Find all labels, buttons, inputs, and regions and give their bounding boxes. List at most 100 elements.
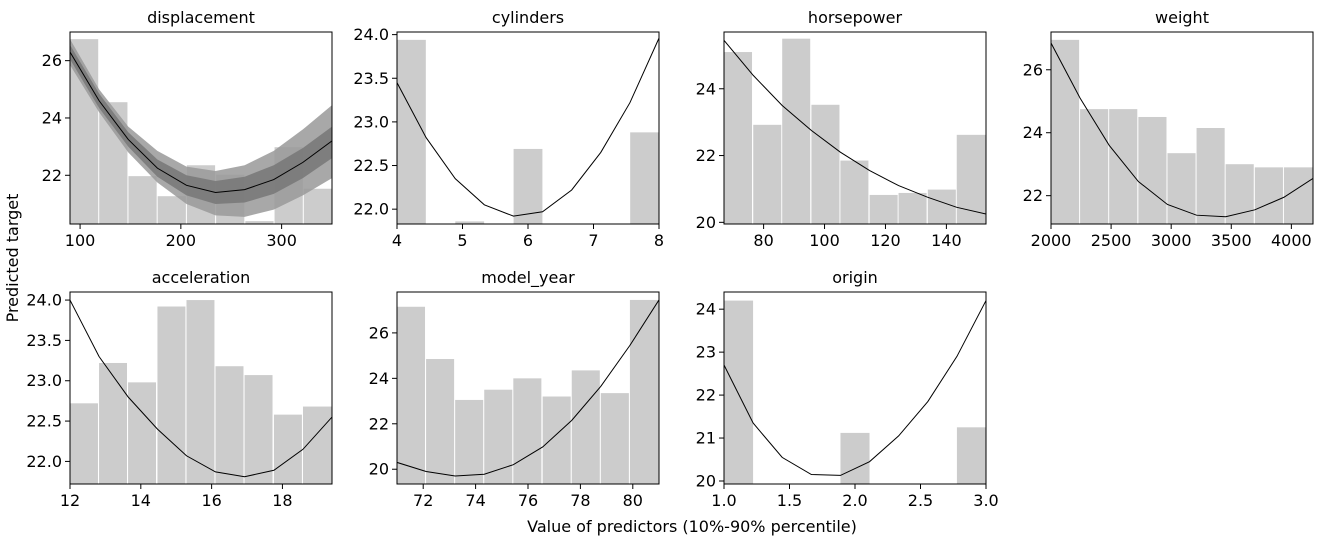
bar-1 (1051, 39, 1080, 224)
x-tick-label: 3000 (1151, 231, 1192, 250)
x-tick-label: 3500 (1211, 231, 1252, 250)
x-tick-label: 18 (272, 491, 292, 510)
plot-area (70, 299, 332, 484)
prediction-line (724, 300, 986, 476)
x-tick-label: 5 (457, 231, 467, 250)
bar-8 (273, 414, 302, 484)
bar-6 (1196, 128, 1225, 224)
y-tick-label: 22 (696, 386, 716, 405)
axes-frame (723, 31, 987, 225)
figure-xlabel: Value of predictors (10%-90% percentile) (527, 517, 857, 536)
subplot-cylinders: cylinders 4 5 6 7 8 22.0 22.5 23.0 23.5 24.0 (353, 8, 664, 250)
prediction-line (397, 299, 659, 477)
y-tick-label: 24 (696, 79, 716, 98)
prediction-line (397, 37, 659, 217)
subplot-acceleration: acceleration 12 14 16 18 22.0 22.5 23.0 23.5 24.0 (26, 268, 333, 510)
figure-ylabel: Predicted target (3, 194, 22, 323)
subplot-origin: origin 1.0 1.5 2.0 2.5 3.0 20 21 22 23 24 (696, 268, 999, 510)
y-tick-label: 22 (696, 146, 716, 165)
y-tick-label: 23.5 (353, 69, 389, 88)
y-tick-label: 20 (369, 460, 389, 479)
x-tick-label: 100 (65, 231, 96, 250)
subplot-horsepower: horsepower 80 100 120 140 20 22 24 (696, 8, 987, 250)
x-tick-label: 14 (131, 491, 151, 510)
bar-5 (840, 160, 869, 224)
y-tick-label: 22 (369, 414, 389, 433)
x-tick-label: 74 (465, 491, 485, 510)
y-tick-label: 22.0 (26, 452, 62, 471)
bar-4 (811, 104, 840, 224)
plot-area (397, 37, 659, 224)
bar-4 (484, 389, 513, 484)
bar-7 (1225, 164, 1254, 224)
bar-9 (303, 188, 332, 224)
x-tick-label: 2.5 (908, 491, 933, 510)
bar-2 (99, 362, 128, 484)
bar-2 (753, 124, 782, 224)
bar-3 (1109, 109, 1138, 224)
bar-6 (215, 366, 244, 484)
y-tick-label: 24 (369, 369, 389, 388)
x-tick-label: 3.0 (973, 491, 998, 510)
bar-3 (513, 148, 543, 224)
y-tick-label: 23 (696, 343, 716, 362)
subplot-title: origin (832, 268, 878, 287)
bar-4 (630, 132, 659, 224)
bar-9 (629, 299, 659, 484)
x-tick-label: 76 (518, 491, 538, 510)
bar-7 (244, 375, 273, 484)
prediction-line (724, 40, 986, 215)
x-tick-label: 1.5 (777, 491, 802, 510)
subplot-title: model_year (481, 268, 575, 288)
subplot-title: displacement (147, 8, 255, 27)
x-tick-label: 2.0 (842, 491, 867, 510)
x-tick-label: 12 (60, 491, 80, 510)
y-tick-label: 20 (696, 213, 716, 232)
bar-1 (724, 300, 754, 484)
y-tick-label: 24 (42, 108, 62, 127)
x-tick-label: 300 (266, 231, 297, 250)
bar-1 (70, 403, 98, 484)
y-tick-label: 22.5 (26, 412, 62, 431)
x-tick-label: 72 (413, 491, 433, 510)
bar-1 (724, 52, 753, 224)
x-tick-label: 8 (654, 231, 664, 250)
x-tick-label: 6 (523, 231, 533, 250)
bar-8 (1254, 167, 1283, 224)
bar-9 (1283, 167, 1313, 224)
y-tick-label: 26 (1023, 60, 1043, 79)
x-tick-label: 140 (931, 231, 962, 250)
y-tick-label: 22 (42, 166, 62, 185)
prediction-line (1051, 42, 1313, 218)
axes-frame (69, 291, 333, 485)
x-tick-label: 4000 (1271, 231, 1312, 250)
x-tick-label: 4 (392, 231, 402, 250)
x-tick-label: 100 (809, 231, 840, 250)
y-tick-label: 26 (42, 51, 62, 70)
x-tick-label: 2500 (1091, 231, 1132, 250)
x-tick-label: 80 (753, 231, 773, 250)
bar-4 (1138, 116, 1167, 224)
bar-7 (898, 192, 927, 224)
x-tick-label: 80 (623, 491, 643, 510)
plot-area (70, 39, 332, 224)
bar-4 (157, 196, 186, 224)
bar-2 (840, 432, 870, 484)
subplot-title: acceleration (152, 268, 251, 287)
bar-2 (455, 221, 485, 224)
y-tick-label: 24 (696, 300, 716, 319)
bar-2 (426, 359, 455, 484)
plot-area (397, 299, 659, 484)
bar-1 (397, 39, 426, 224)
bar-3 (128, 176, 157, 224)
prediction-line (70, 51, 332, 193)
axes-frame (1050, 31, 1314, 225)
bar-9 (956, 134, 986, 224)
bar-6 (542, 396, 571, 484)
bar-9 (302, 406, 332, 484)
subplot-grid: displacement 100 200 300 22 24 26 cylinders 4 5 6 7… (26, 8, 1314, 510)
y-tick-label: 22 (1023, 186, 1043, 205)
bar-8 (600, 393, 629, 484)
x-tick-label: 7 (588, 231, 598, 250)
